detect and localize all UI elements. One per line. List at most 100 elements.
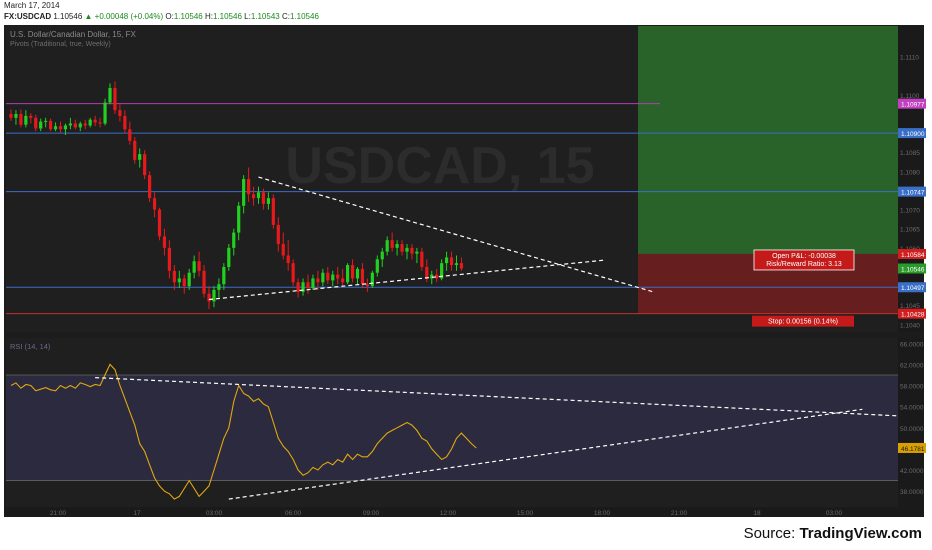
- candle-body: [346, 265, 350, 283]
- candle-body: [370, 272, 374, 287]
- price-tick-label: 1.1045: [900, 303, 920, 310]
- price-label-text: 1.10900: [901, 131, 925, 138]
- candle-body: [232, 232, 236, 248]
- candle-body: [291, 263, 295, 283]
- candle-body: [251, 194, 256, 199]
- chart-title: U.S. Dollar/Canadian Dollar, 15, FX: [10, 30, 137, 39]
- rsi-title: RSI (14, 14): [10, 342, 51, 351]
- candle-body: [172, 270, 176, 283]
- candle-body: [390, 240, 394, 248]
- candle-body: [266, 198, 270, 204]
- time-tick-label: 09:00: [363, 510, 380, 517]
- candle-body: [247, 179, 251, 195]
- rsi-band-fill: [6, 374, 898, 481]
- stop-box: [752, 315, 854, 327]
- candle-body: [44, 120, 48, 122]
- candle-body: [281, 244, 285, 256]
- candle-body: [430, 274, 434, 279]
- candle-body: [331, 274, 335, 281]
- candle-body: [400, 244, 404, 252]
- candle-body: [128, 129, 132, 141]
- price-tick-label: 1.1070: [900, 208, 920, 215]
- candle-body: [355, 268, 360, 279]
- time-tick-label: 18:00: [594, 510, 611, 517]
- source-prefix: Source:: [743, 525, 800, 542]
- chart-date: March 17, 2014: [4, 1, 60, 10]
- candle-body: [316, 278, 320, 283]
- candle-body: [39, 121, 43, 129]
- candle-body: [261, 192, 266, 204]
- time-tick-label: 06:00: [285, 510, 302, 517]
- price-tick-label: 1.1085: [900, 150, 920, 157]
- candle-body: [420, 251, 424, 267]
- price-tick-label: 1.1080: [900, 169, 920, 176]
- candle-body: [58, 126, 63, 130]
- symbol-quote-line: FX:USDCAD 1.10546 ▲ +0.00048 (+0.04%) O:…: [4, 12, 319, 21]
- candle-body: [182, 278, 186, 287]
- candle-body: [83, 123, 87, 126]
- rsi-tick-label: 42.0000: [900, 468, 924, 475]
- candle-body: [34, 117, 38, 129]
- rsi-tick-label: 66.0000: [900, 341, 924, 348]
- candle-body: [29, 115, 33, 118]
- candle-body: [187, 272, 191, 287]
- candle-body: [63, 125, 68, 130]
- candle-body: [360, 268, 365, 285]
- candle-body: [212, 289, 216, 302]
- price-tick-label: 1.1100: [900, 93, 920, 100]
- pnl-text: Open P&L: -0.00038: [772, 253, 836, 260]
- candle-body: [118, 110, 122, 116]
- candle-body: [306, 282, 310, 289]
- rsi-tick-label: 50.0000: [900, 426, 924, 433]
- candle-body: [78, 123, 82, 128]
- candle-body: [395, 244, 399, 248]
- candle-body: [152, 198, 157, 210]
- candle-body: [425, 266, 429, 279]
- candle-body: [286, 255, 290, 264]
- candle-body: [49, 120, 53, 130]
- open-label: O:: [165, 12, 174, 21]
- candle-body: [192, 261, 196, 273]
- symbol-label[interactable]: FX:USDCAD: [4, 12, 52, 21]
- candle-body: [459, 263, 464, 269]
- candle-body: [143, 154, 147, 176]
- candle-body: [217, 284, 221, 290]
- candle-body: [296, 282, 300, 292]
- candle-body: [276, 224, 280, 245]
- source-credit: Source: TradingView.com: [744, 525, 922, 542]
- candle-body: [341, 278, 345, 283]
- stop-text: Stop: 0.00156 (0.14%): [768, 319, 838, 326]
- rsi-tick-label: 38.0000: [900, 489, 924, 496]
- time-tick-label: 15:00: [517, 510, 534, 517]
- price-label-text: 1.10977: [901, 102, 925, 109]
- high-value: 1.10546: [212, 12, 242, 21]
- candle-body: [24, 115, 28, 125]
- candle-body: [197, 261, 201, 271]
- price-label-tag: [898, 186, 926, 197]
- candle-body: [326, 272, 330, 281]
- candle-body: [415, 251, 419, 254]
- price-tick-label: 1.1040: [900, 322, 920, 329]
- price-label-tag: [898, 308, 926, 319]
- profit-zone: [638, 26, 898, 254]
- candle-body: [375, 259, 379, 273]
- high-label: H:: [204, 12, 213, 21]
- time-tick-label: 17: [133, 510, 141, 517]
- candle-body: [256, 192, 261, 199]
- candle-body: [148, 175, 152, 199]
- time-tick-label: 21:00: [50, 510, 67, 517]
- time-tick-label: 03:00: [206, 510, 223, 517]
- candle-body: [321, 272, 325, 283]
- rsi-axis-background: [898, 338, 924, 507]
- price-tick-label: 1.1065: [900, 227, 920, 234]
- candle-body: [445, 257, 449, 264]
- price-label-text: 1.10584: [901, 252, 925, 259]
- price-label-text: 1.10428: [901, 312, 925, 319]
- source-name: TradingView.com: [799, 525, 922, 542]
- candle-body: [365, 284, 369, 287]
- candle-body: [68, 123, 72, 126]
- close-label: C:: [281, 12, 290, 21]
- candle-body: [405, 247, 409, 252]
- risk-reward-text: Risk/Reward Ratio: 3.13: [766, 261, 842, 268]
